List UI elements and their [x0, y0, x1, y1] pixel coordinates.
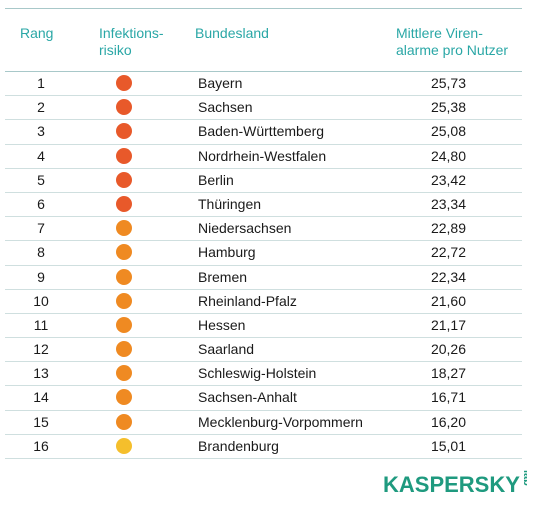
- alarm-value-cell: 23,42: [430, 171, 466, 188]
- rank-cell: 12: [33, 341, 49, 358]
- table-row: 12 Saarland 20,26: [5, 338, 522, 363]
- rank-cell: 7: [37, 220, 45, 237]
- table-row: 2 Sachsen 25,38: [5, 96, 522, 121]
- alarm-value-cell: 20,26: [430, 341, 466, 358]
- bundesland-cell: Hamburg: [198, 244, 256, 261]
- risk-dot-icon: [116, 244, 132, 261]
- logo-lab-mark: lab: [521, 470, 527, 486]
- svg-text:lab: lab: [521, 470, 527, 486]
- alarm-value-cell: 16,20: [430, 413, 466, 430]
- risk-dot-icon: [116, 341, 132, 358]
- rank-cell: 2: [37, 99, 45, 116]
- rank-cell: 5: [37, 171, 45, 188]
- table-row: 7 Niedersachsen 22,89: [5, 217, 522, 242]
- bundesland-cell: Thüringen: [198, 195, 262, 212]
- alarm-value-cell: 24,80: [430, 147, 466, 164]
- alarm-value-cell: 22,34: [430, 268, 466, 285]
- table-row: 11 Hessen 21,17: [5, 314, 522, 339]
- header-risk-line1: Infektions-: [99, 25, 164, 41]
- logo-word: KASPERSKY: [383, 472, 520, 497]
- rank-cell: 11: [33, 316, 49, 333]
- bundesland-cell: Schleswig-Holstein: [198, 365, 317, 382]
- risk-dot-icon: [116, 75, 132, 91]
- alarm-value-cell: 21,17: [430, 316, 466, 333]
- risk-dot-icon: [116, 292, 132, 309]
- rank-cell: 3: [37, 123, 45, 140]
- bundesland-cell: Niedersachsen: [198, 220, 292, 237]
- table-row: 9 Bremen 22,34: [5, 266, 522, 290]
- bundesland-cell: Bayern: [198, 75, 243, 91]
- header-alarms: Mittlere Viren- alarme pro Nutzer: [396, 25, 526, 59]
- table-row: 16 Brandenburg 15,01: [5, 435, 522, 459]
- header-risk: Infektions- risiko: [99, 25, 179, 59]
- bundesland-cell: Nordrhein-Westfalen: [198, 147, 327, 164]
- alarm-value-cell: 18,27: [430, 365, 466, 382]
- table-row: 5 Berlin 23,42: [5, 169, 522, 193]
- bundesland-cell: Brandenburg: [198, 437, 279, 454]
- risk-dot-icon: [116, 365, 132, 382]
- ranking-table: Rang Infektions- risiko Bundesland Mittl…: [5, 8, 522, 459]
- bundesland-cell: Sachsen-Anhalt: [198, 389, 297, 406]
- table-row: 4 Nordrhein-Westfalen 24,80: [5, 145, 522, 169]
- logo-wordmark: KASPERSKY: [383, 472, 520, 498]
- alarm-value-cell: 16,71: [430, 389, 466, 406]
- risk-dot-icon: [116, 413, 132, 430]
- bundesland-cell: Rheinland-Pfalz: [198, 292, 297, 309]
- risk-dot-icon: [116, 268, 132, 285]
- table-header: Rang Infektions- risiko Bundesland Mittl…: [5, 9, 522, 72]
- rank-cell: 15: [33, 413, 49, 430]
- bundesland-cell: Bremen: [198, 268, 248, 285]
- table-row: 14 Sachsen-Anhalt 16,71: [5, 386, 522, 411]
- header-rang: Rang: [20, 25, 54, 41]
- rank-cell: 16: [33, 437, 49, 454]
- bundesland-cell: Mecklenburg-Vorpommern: [198, 413, 363, 430]
- rank-cell: 1: [37, 75, 45, 91]
- risk-dot-icon: [116, 195, 132, 212]
- table-row: 13 Schleswig-Holstein 18,27: [5, 362, 522, 387]
- table-row: 15 Mecklenburg-Vorpommern 16,20: [5, 411, 522, 435]
- alarm-value-cell: 22,89: [430, 220, 466, 237]
- alarm-value-cell: 23,34: [430, 195, 466, 212]
- alarm-value-cell: 25,08: [430, 123, 466, 140]
- bundesland-cell: Saarland: [198, 341, 255, 358]
- bundesland-cell: Sachsen: [198, 99, 253, 116]
- risk-dot-icon: [116, 220, 132, 237]
- rank-cell: 14: [33, 389, 49, 406]
- risk-dot-icon: [116, 437, 132, 454]
- alarm-value-cell: 21,60: [430, 292, 466, 309]
- risk-dot-icon: [116, 316, 132, 333]
- table-row: 8 Hamburg 22,72: [5, 241, 522, 266]
- bundesland-cell: Baden-Württemberg: [198, 123, 325, 140]
- risk-dot-icon: [116, 147, 132, 164]
- table-row: 10 Rheinland-Pfalz 21,60: [5, 290, 522, 314]
- risk-dot-icon: [116, 389, 132, 406]
- table-body: 1 Bayern 25,73 2 Sachsen 25,38 3 Baden-Württemb…: [5, 72, 522, 459]
- risk-dot-icon: [116, 123, 132, 140]
- rank-cell: 6: [37, 195, 45, 212]
- table-row: 1 Bayern 25,73: [5, 72, 522, 97]
- header-bundesland: Bundesland: [195, 25, 269, 41]
- rank-cell: 13: [33, 365, 49, 382]
- alarm-value-cell: 25,38: [430, 99, 466, 116]
- rank-cell: 4: [37, 147, 45, 164]
- alarm-value-cell: 22,72: [430, 244, 466, 261]
- table-row: 3 Baden-Württemberg 25,08: [5, 120, 522, 145]
- header-risk-line2: risiko: [99, 42, 132, 58]
- risk-dot-icon: [116, 171, 132, 188]
- header-alarms-line1: Mittlere Viren-: [396, 25, 483, 41]
- rank-cell: 9: [37, 268, 45, 285]
- bundesland-cell: Hessen: [198, 316, 246, 333]
- bundesland-cell: Berlin: [198, 171, 234, 188]
- alarm-value-cell: 25,73: [430, 75, 466, 91]
- alarm-value-cell: 15,01: [430, 437, 466, 454]
- risk-dot-icon: [116, 99, 132, 116]
- rank-cell: 10: [33, 292, 49, 309]
- rank-cell: 8: [37, 244, 45, 261]
- table-row: 6 Thüringen 23,34: [5, 193, 522, 218]
- header-alarms-line2: alarme pro Nutzer: [396, 42, 509, 58]
